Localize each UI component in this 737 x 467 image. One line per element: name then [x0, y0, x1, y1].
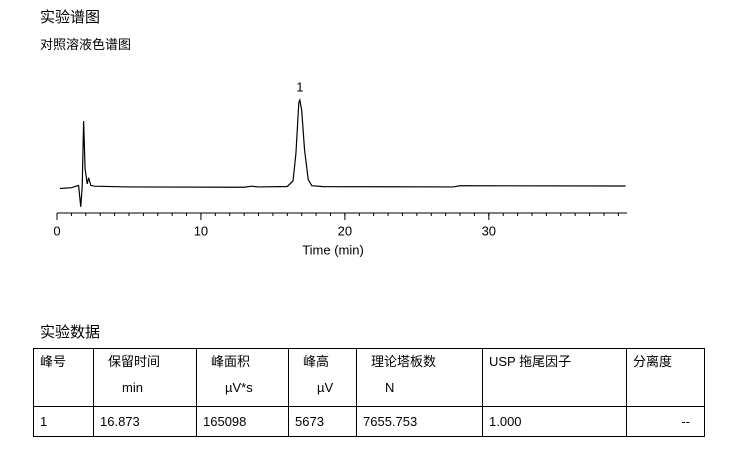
- data-cell: 16.873: [93, 406, 197, 437]
- chromatogram-trace: [59, 97, 626, 207]
- header-name: 峰号: [40, 354, 67, 369]
- header-cell: 理论塔板数 N: [356, 348, 483, 407]
- data-row: 1 16.873 165098 5673 7655.753 1.000 --: [33, 406, 705, 437]
- header-unit: N: [385, 380, 395, 395]
- header-name: USP 拖尾因子: [489, 354, 572, 369]
- header-cell: 峰号: [33, 348, 94, 407]
- header-cell: USP 拖尾因子: [482, 348, 627, 407]
- x-tick-label: 20: [338, 223, 352, 238]
- x-tick-label: 0: [53, 223, 60, 238]
- header-cell: 峰面积 µV*s: [196, 348, 289, 407]
- header-unit: µV: [317, 380, 334, 395]
- header-name: 保留时间: [108, 354, 161, 369]
- header-unit: µV*s: [225, 380, 253, 395]
- x-tick-label: 30: [482, 223, 496, 238]
- peak-label: 1: [296, 79, 303, 94]
- header-cell: 保留时间 min: [93, 348, 197, 407]
- header-name: 峰高: [303, 354, 330, 369]
- data-cell: 1: [33, 406, 94, 437]
- x-axis-label: Time (min): [302, 242, 364, 257]
- header-name: 分离度: [633, 354, 673, 369]
- chart: Time (min) 0 10 20 30 1: [53, 79, 627, 257]
- header-name: 峰面积: [211, 354, 251, 369]
- page-subtitle: 对照溶液色谱图: [40, 38, 132, 53]
- data-cell: 5673: [288, 406, 357, 437]
- header-cell: 分离度: [626, 348, 705, 407]
- x-tick-label: 10: [194, 223, 208, 238]
- data-cell: --: [626, 406, 705, 437]
- data-cell: 165098: [196, 406, 289, 437]
- table-title: 实验数据: [40, 323, 101, 341]
- header-cell: 峰高 µV: [288, 348, 357, 407]
- data-cell: 7655.753: [356, 406, 483, 437]
- header-name: 理论塔板数: [371, 354, 437, 369]
- header-row: 峰号 保留时间 min 峰面积 µV*s 峰高 µV 理论塔板数 N USP 拖尾因子 分离度: [33, 348, 705, 407]
- page-title: 实验谱图: [40, 8, 101, 26]
- data-cell: 1.000: [482, 406, 627, 437]
- header-unit: min: [122, 380, 143, 395]
